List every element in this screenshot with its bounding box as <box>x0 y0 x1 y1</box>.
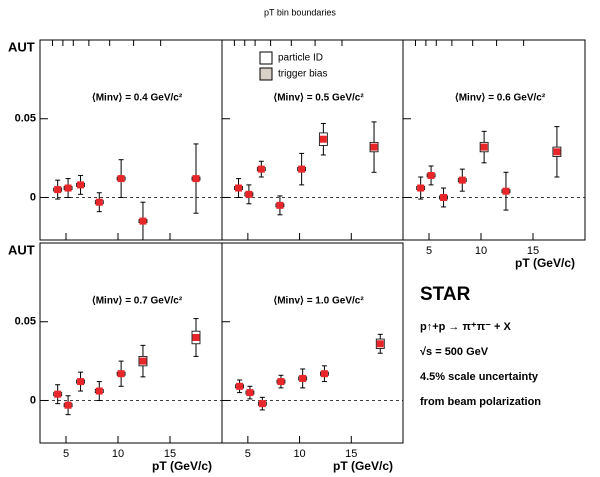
x-tick-label: 15 <box>345 448 357 460</box>
marker <box>117 370 125 378</box>
marker <box>376 340 384 348</box>
marker <box>427 171 435 179</box>
marker <box>319 135 327 143</box>
y-tick-label: 0 <box>30 394 36 406</box>
x-axis-title: pT (GeV/c) <box>152 459 212 473</box>
marker <box>192 175 200 183</box>
panel-label: ⟨Minv⟩ = 1.0 GeV/c² <box>273 296 364 307</box>
experiment: STAR <box>420 284 471 305</box>
marker <box>95 387 103 395</box>
marker <box>139 217 147 225</box>
marker <box>320 370 328 378</box>
marker <box>277 378 285 386</box>
marker <box>246 389 254 397</box>
panel-label: ⟨Minv⟩ = 0.5 GeV/c² <box>273 93 364 104</box>
marker <box>139 357 147 365</box>
energy: √s = 500 GeV <box>420 346 489 358</box>
y-axis-title: AUT <box>8 39 35 54</box>
marker <box>236 382 244 390</box>
y-tick-label: 0.05 <box>15 113 36 125</box>
x-tick-label: 5 <box>426 245 432 257</box>
y-tick-label: 0 <box>30 191 36 203</box>
panel-label: ⟨Minv⟩ = 0.6 GeV/c² <box>455 93 546 104</box>
marker <box>258 400 266 408</box>
x-axis-title: pT (GeV/c) <box>515 256 575 270</box>
legend-swatch <box>259 67 273 81</box>
marker <box>440 193 448 201</box>
x-tick-label: 10 <box>475 245 487 257</box>
marker <box>192 333 200 341</box>
note: 4.5% scale uncertainty <box>420 371 539 383</box>
marker <box>257 165 265 173</box>
marker <box>370 143 378 151</box>
legend-label: trigger bias <box>278 69 327 80</box>
panel-frame <box>402 39 586 241</box>
panel-frame <box>39 39 223 241</box>
marker <box>235 184 243 192</box>
top-label: pT bin boundaries <box>264 7 336 17</box>
x-tick-label: 10 <box>112 448 124 460</box>
marker <box>95 198 103 206</box>
marker <box>417 184 425 192</box>
y-tick-label: 0.05 <box>15 316 36 328</box>
marker <box>553 148 561 156</box>
marker <box>64 401 72 409</box>
marker <box>502 187 510 195</box>
marker <box>64 184 72 192</box>
x-tick-label: 5 <box>245 448 251 460</box>
panel-label: ⟨Minv⟩ = 0.4 GeV/c² <box>92 93 183 104</box>
x-tick-label: 15 <box>527 245 539 257</box>
marker <box>77 378 85 386</box>
marker <box>245 190 253 198</box>
marker <box>54 186 62 194</box>
marker <box>458 176 466 184</box>
y-axis-title: AUT <box>8 242 35 257</box>
marker <box>77 181 85 189</box>
x-tick-label: 15 <box>164 448 176 460</box>
legend-label: particle ID <box>278 53 323 64</box>
legend-swatch <box>259 51 273 65</box>
x-tick-label: 10 <box>293 448 305 460</box>
x-tick-label: 5 <box>63 448 69 460</box>
marker <box>480 143 488 151</box>
panel-frame <box>221 242 404 444</box>
marker <box>54 390 62 398</box>
reaction: p↑+p → π⁺π⁻ + X <box>420 321 511 333</box>
panel-label: ⟨Minv⟩ = 0.7 GeV/c² <box>92 296 183 307</box>
marker <box>298 165 306 173</box>
marker <box>299 374 307 382</box>
note: from beam polarization <box>420 396 541 408</box>
marker <box>276 201 284 209</box>
x-axis-title: pT (GeV/c) <box>333 459 393 473</box>
marker <box>117 175 125 183</box>
